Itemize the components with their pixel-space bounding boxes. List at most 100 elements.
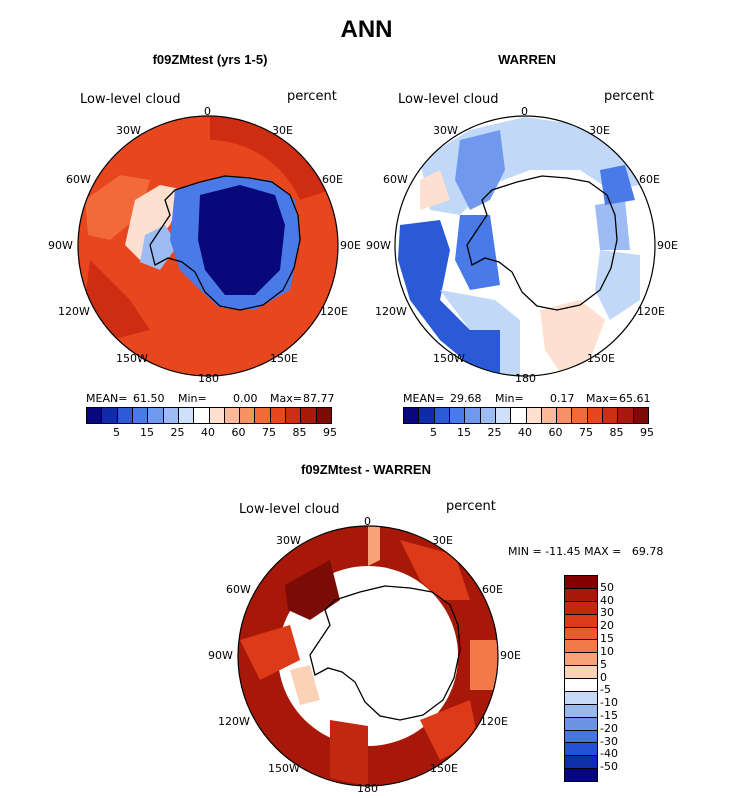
panel2-mean-label: MEAN= (403, 392, 445, 405)
panel2-block-60e (600, 165, 635, 205)
panel3-colorbar-swatch (565, 601, 597, 615)
panel3-colorbar-swatch (565, 717, 597, 731)
panel3-colorbar-swatch (565, 640, 597, 654)
panel3-block-mid-1 (240, 625, 300, 680)
panel3-lon-30e: 30E (432, 534, 453, 547)
panel2-block-pale-2 (540, 300, 605, 372)
panel1-colorbar (86, 407, 332, 424)
panel2-colorbar-swatch (633, 408, 648, 423)
panel2-colorbar-swatch (465, 408, 481, 423)
panel1-lon-150e: 150E (270, 352, 298, 365)
panel2-colorbar-tick-label: 75 (579, 426, 593, 439)
panel1-units: percent (287, 89, 337, 104)
panel3-block-mid-3 (330, 720, 368, 786)
panel3-colorbar-swatch (565, 730, 597, 744)
panel3-lon-150w: 150W (268, 762, 300, 775)
panel1-colorbar-swatch (102, 408, 118, 423)
panel1-mean-label: MEAN= (86, 392, 128, 405)
panel3-colorbar-tick-label: 15 (600, 632, 614, 646)
panel3-colorbar-swatch (565, 679, 597, 692)
panel1-max-label: Max= (270, 392, 302, 405)
panel2-block-west-inner (455, 215, 500, 290)
panel2-block-south-pale (440, 290, 520, 375)
panel1-colorbar-swatch (87, 408, 103, 423)
panel2-colorbar-swatch (587, 408, 604, 423)
panel1-colorbar-swatch (132, 408, 149, 423)
panel3-colorbar-tick-label: -30 (600, 734, 618, 748)
panel1-colorbar-tick-label: 60 (231, 426, 246, 439)
panel2-colorbar-tick-label: 60 (548, 426, 563, 439)
panel1-colorbar-ticks: 5 15 25 40 60 75 85 95 (86, 426, 337, 440)
panel2-colorbar-tick-label: 5 (430, 426, 437, 439)
panel1-lon-120e: 120E (320, 305, 348, 318)
panel3-colorbar-ticks: 50 40 30 20 15 10 5 0 -5 -10 -15 -20 -30 -40 -50 (600, 575, 650, 780)
panel3-lon-60e: 60E (482, 583, 503, 596)
panel3-colorbar-swatch (565, 588, 597, 602)
panel1-colorbar-tick-label: 25 (170, 426, 185, 439)
panel1-lon-30e: 30E (272, 124, 293, 137)
panel3-lon-120e: 120E (480, 715, 508, 728)
panel2-lon-150e: 150E (587, 352, 615, 365)
panel3-block-dark-1 (285, 560, 340, 620)
panel2-title: WARREN (498, 52, 556, 67)
panel1-lon-150w: 150W (116, 352, 148, 365)
panel3-map-border (237, 525, 499, 787)
panel2-units: percent (604, 89, 654, 104)
panel1-high-region (210, 116, 330, 200)
panel3-lon-90e: 90E (500, 649, 521, 662)
panel1-colorbar-swatch (255, 408, 271, 423)
panel2-colorbar-swatch (557, 408, 573, 423)
panel1-colorbar-swatch (224, 408, 241, 423)
panel3-colorbar-tick-label: 5 (600, 657, 607, 671)
panel3-colorbar-tick-label: 0 (600, 670, 607, 684)
panel2-colorbar-swatch (480, 408, 496, 423)
panel1-lon-0: 0 (204, 105, 211, 118)
panel2-colorbar-tick-label: 95 (640, 426, 654, 439)
panel3-colorbar-swatch (565, 627, 597, 641)
panel3-block-light-2 (368, 526, 380, 566)
main-title: ANN (340, 16, 393, 43)
panel2-min-value: 0.17 (550, 392, 575, 405)
panel2-block-pale-1 (420, 170, 450, 210)
panel3-colorbar-tick-label: 20 (600, 619, 614, 633)
panel2-block-east-inner (595, 200, 630, 250)
panel2-block-east (595, 250, 640, 320)
panel1-colorbar-swatch (194, 408, 210, 423)
panel3-colorbar-swatch (565, 769, 597, 781)
panel2-lon-120w: 120W (375, 305, 407, 318)
panel1-colorbar-tick-label: 75 (262, 426, 276, 439)
panel3-colorbar-tick-label: 30 (600, 606, 614, 620)
panel2-lon-90w: 90W (366, 239, 391, 252)
panel1-mean-value: 61.50 (133, 392, 165, 405)
panel1-colorbar-swatch (301, 408, 317, 423)
panel2-field-label: Low-level cloud (398, 92, 499, 107)
panel2-min-label: Min= (495, 392, 524, 405)
panel1-colorbar-tick-label: 5 (113, 426, 120, 439)
panel3-colorbar-swatch (565, 691, 597, 705)
panel1-low-region (125, 185, 185, 260)
panel3-colorbar-swatch (565, 653, 597, 667)
panel1-colorbar-swatch (286, 408, 302, 423)
panel2-colorbar-swatch (618, 408, 634, 423)
panel1-map-border (77, 115, 339, 377)
panel2-colorbar-swatch (419, 408, 435, 423)
panel3-colorbar-swatch (565, 666, 597, 679)
panel1-colorbar-swatch (178, 408, 195, 423)
panel2-colorbar-swatch (434, 408, 450, 423)
panel3-colorbar (564, 575, 598, 782)
panel2-map-border (394, 115, 656, 377)
panel1-lon-30w: 30W (116, 124, 141, 137)
panel2-lon-60e: 60E (639, 173, 660, 186)
panel2-colorbar-swatch (404, 408, 420, 423)
panel3-field-label: Low-level cloud (239, 502, 340, 517)
panel3-lon-90w: 90W (208, 649, 233, 662)
panel1-min-label: Min= (178, 392, 207, 405)
panel2-colorbar-tick-label: 85 (609, 426, 624, 439)
panel2-colorbar-swatch (541, 408, 558, 423)
panel3-colorbar-tick-label: -10 (600, 696, 618, 710)
panel2-colorbar-tick-label: 15 (457, 426, 471, 439)
panel3-colorbar-swatch (565, 756, 597, 770)
panel3-lon-150e: 150E (430, 762, 458, 775)
